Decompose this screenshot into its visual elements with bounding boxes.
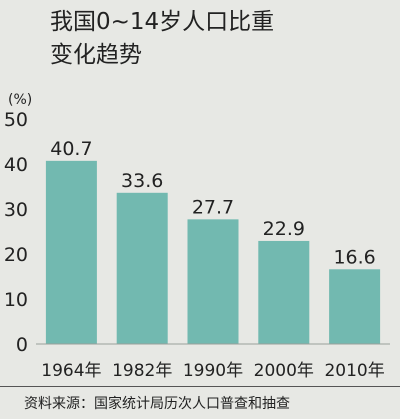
bar <box>45 160 97 344</box>
x-tick-label: 2010年 <box>324 361 384 381</box>
bar-value-label: 16.6 <box>333 246 375 268</box>
bar <box>187 219 239 344</box>
bar <box>329 269 381 344</box>
source-divider <box>0 386 400 387</box>
x-tick-label: 1982年 <box>112 361 172 381</box>
bar-value-label: 22.9 <box>263 218 305 240</box>
y-tick-label: 40 <box>4 154 28 176</box>
y-tick-label: 30 <box>4 199 28 221</box>
y-tick-label: 20 <box>4 244 28 266</box>
x-tick-label: 1990年 <box>183 361 243 381</box>
x-tick-label: 1964年 <box>41 361 101 381</box>
y-tick-label: 0 <box>16 334 28 356</box>
chart-source: 资料来源：国家统计局历次人口普查和抽查 <box>24 396 290 412</box>
x-tick-label: 2000年 <box>254 361 314 381</box>
y-axis-unit-label: (%) <box>8 92 32 108</box>
bar <box>116 192 168 344</box>
chart-title: 我国0~14岁人口比重 变化趋势 <box>50 9 275 68</box>
bar-value-label: 33.6 <box>121 170 163 192</box>
bar-value-label: 27.7 <box>192 196 234 218</box>
y-tick-label: 10 <box>4 289 28 311</box>
y-tick-label: 50 <box>4 109 28 131</box>
bar-value-label: 40.7 <box>50 138 92 160</box>
bar <box>258 240 310 344</box>
